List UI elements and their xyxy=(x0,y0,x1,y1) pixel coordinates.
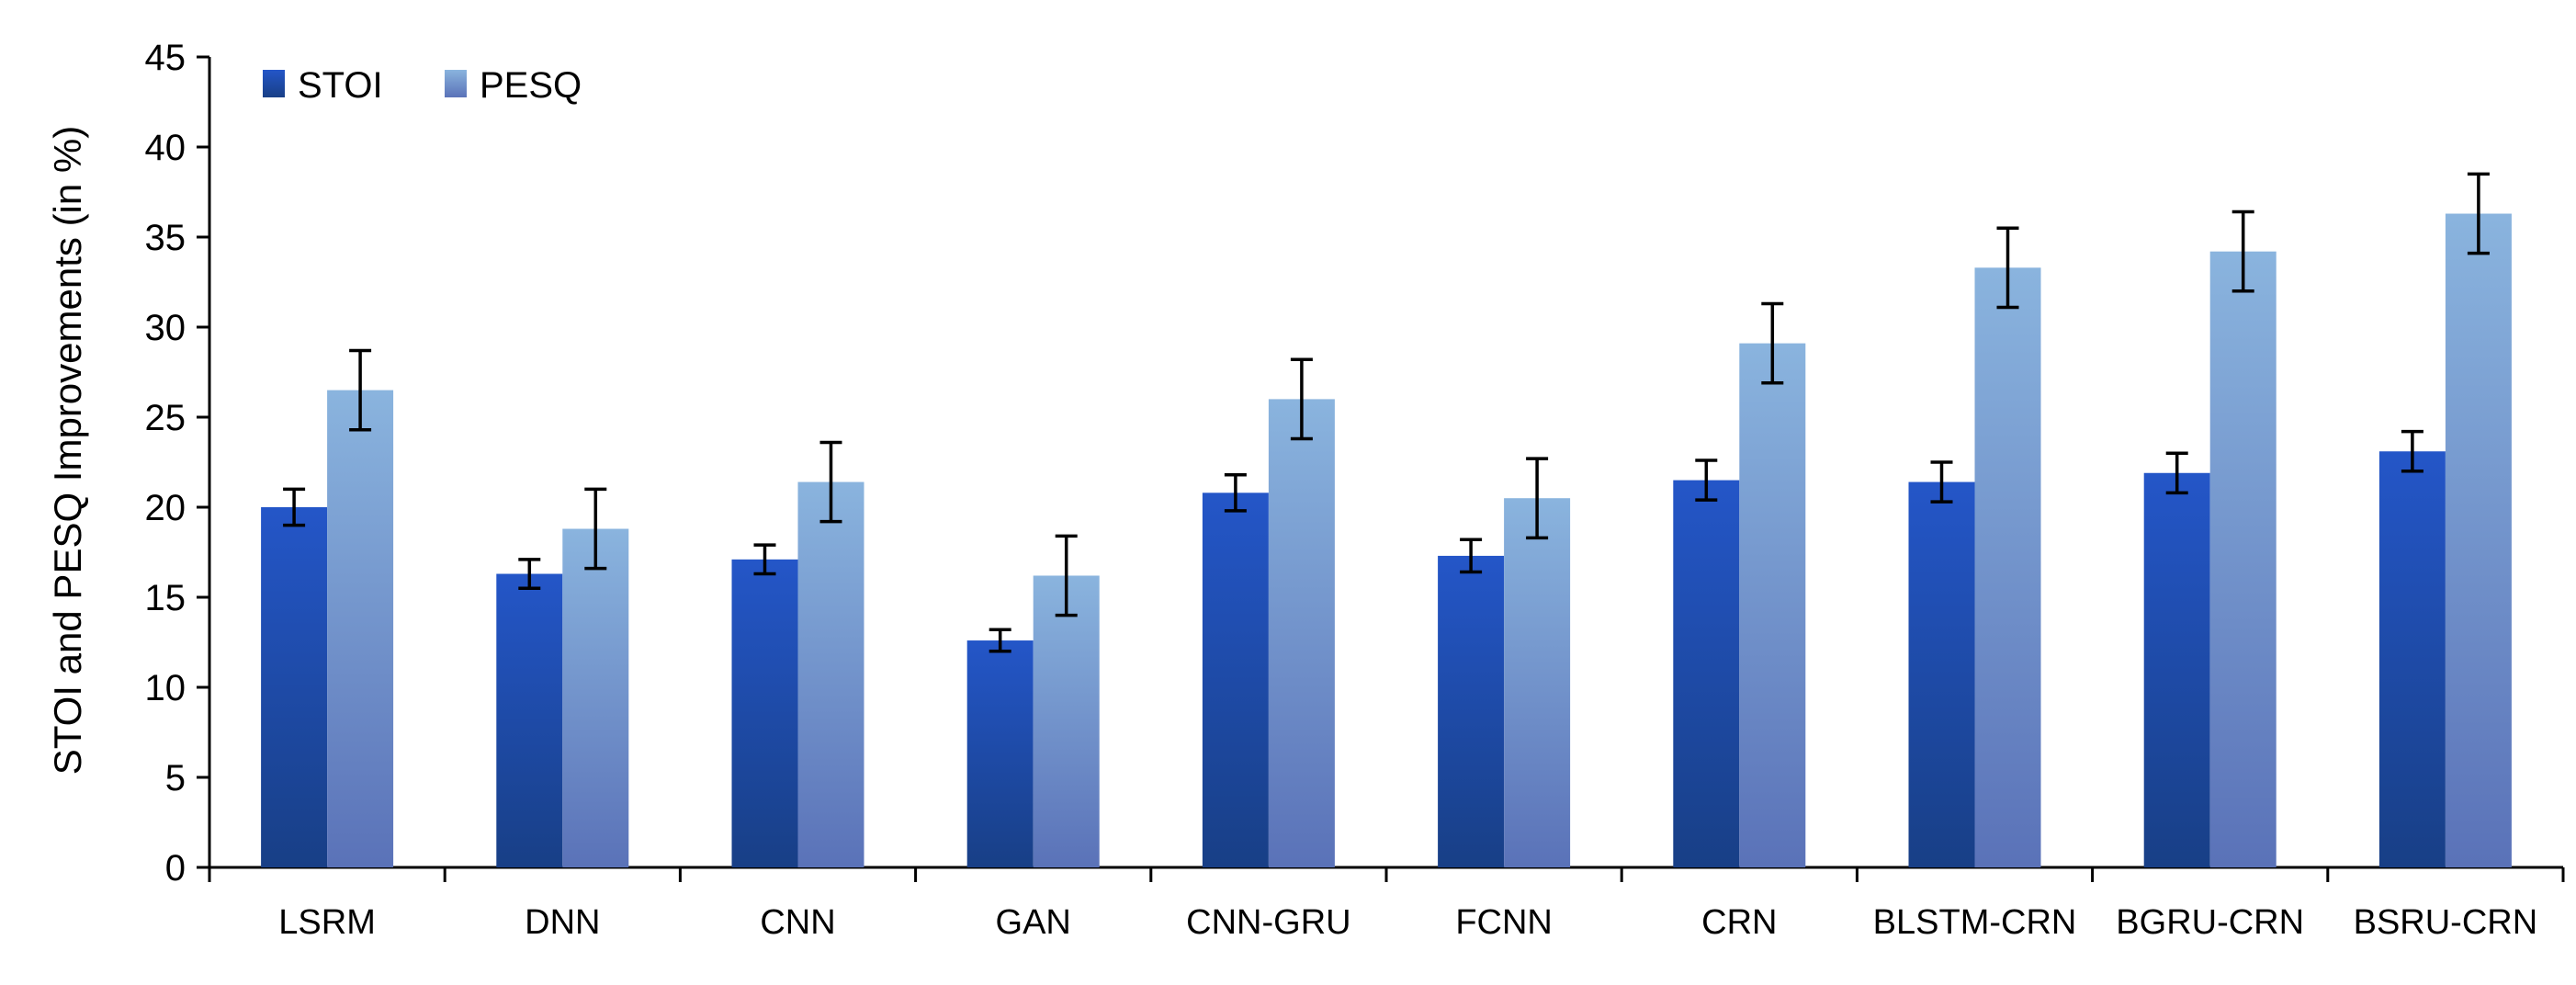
y-tick-label: 40 xyxy=(145,128,186,168)
bar-stoi xyxy=(966,640,1034,867)
bar-stoi xyxy=(1438,555,1505,867)
bar-pesq xyxy=(562,528,629,867)
y-tick-label: 30 xyxy=(145,308,186,348)
bar-pesq xyxy=(797,481,864,867)
x-tick-label: GAN xyxy=(996,903,1071,942)
legend-swatch-pesq xyxy=(445,70,467,97)
bar-pesq xyxy=(2445,213,2512,867)
y-tick-label: 35 xyxy=(145,218,186,258)
y-tick-label: 0 xyxy=(165,848,186,889)
x-tick-label: CNN-GRU xyxy=(1186,903,1350,942)
x-tick-label: CRN xyxy=(1701,903,1777,942)
y-tick-label: 10 xyxy=(145,668,186,708)
bar-pesq xyxy=(1974,267,2041,867)
bar-pesq xyxy=(1268,399,1335,867)
bar-pesq xyxy=(1739,343,1806,867)
y-tick-label: 15 xyxy=(145,578,186,618)
x-tick-label: BSRU-CRN xyxy=(2354,903,2538,942)
bar-stoi xyxy=(731,559,798,867)
y-tick-label: 45 xyxy=(145,38,186,78)
bar-stoi xyxy=(2378,451,2446,867)
bar-pesq xyxy=(1033,575,1100,867)
x-tick-label: DNN xyxy=(525,903,600,942)
x-tick-label: CNN xyxy=(760,903,835,942)
bar-stoi xyxy=(496,573,563,867)
bar-stoi xyxy=(2143,472,2210,867)
y-axis-label: STOI and PESQ Improvements (in %) xyxy=(46,126,89,775)
x-tick-label: LSRM xyxy=(278,903,376,942)
bar-stoi xyxy=(1673,480,1740,867)
x-tick-label: BGRU-CRN xyxy=(2116,903,2304,942)
x-tick-label: BLSTM-CRN xyxy=(1873,903,2077,942)
y-tick-label: 20 xyxy=(145,488,186,528)
x-tick-label: FCNN xyxy=(1455,903,1553,942)
legend-swatch-stoi xyxy=(263,70,285,97)
legend-label-stoi: STOI xyxy=(298,65,383,106)
legend-label-pesq: PESQ xyxy=(480,65,582,106)
bar-pesq xyxy=(1504,498,1571,867)
bar-stoi xyxy=(261,507,328,867)
bar-pesq xyxy=(2209,251,2277,867)
y-tick-label: 5 xyxy=(165,758,186,798)
bar-pesq xyxy=(327,390,394,868)
bar-stoi xyxy=(1202,492,1269,867)
y-tick-label: 25 xyxy=(145,398,186,438)
bar-stoi xyxy=(1908,481,1975,867)
